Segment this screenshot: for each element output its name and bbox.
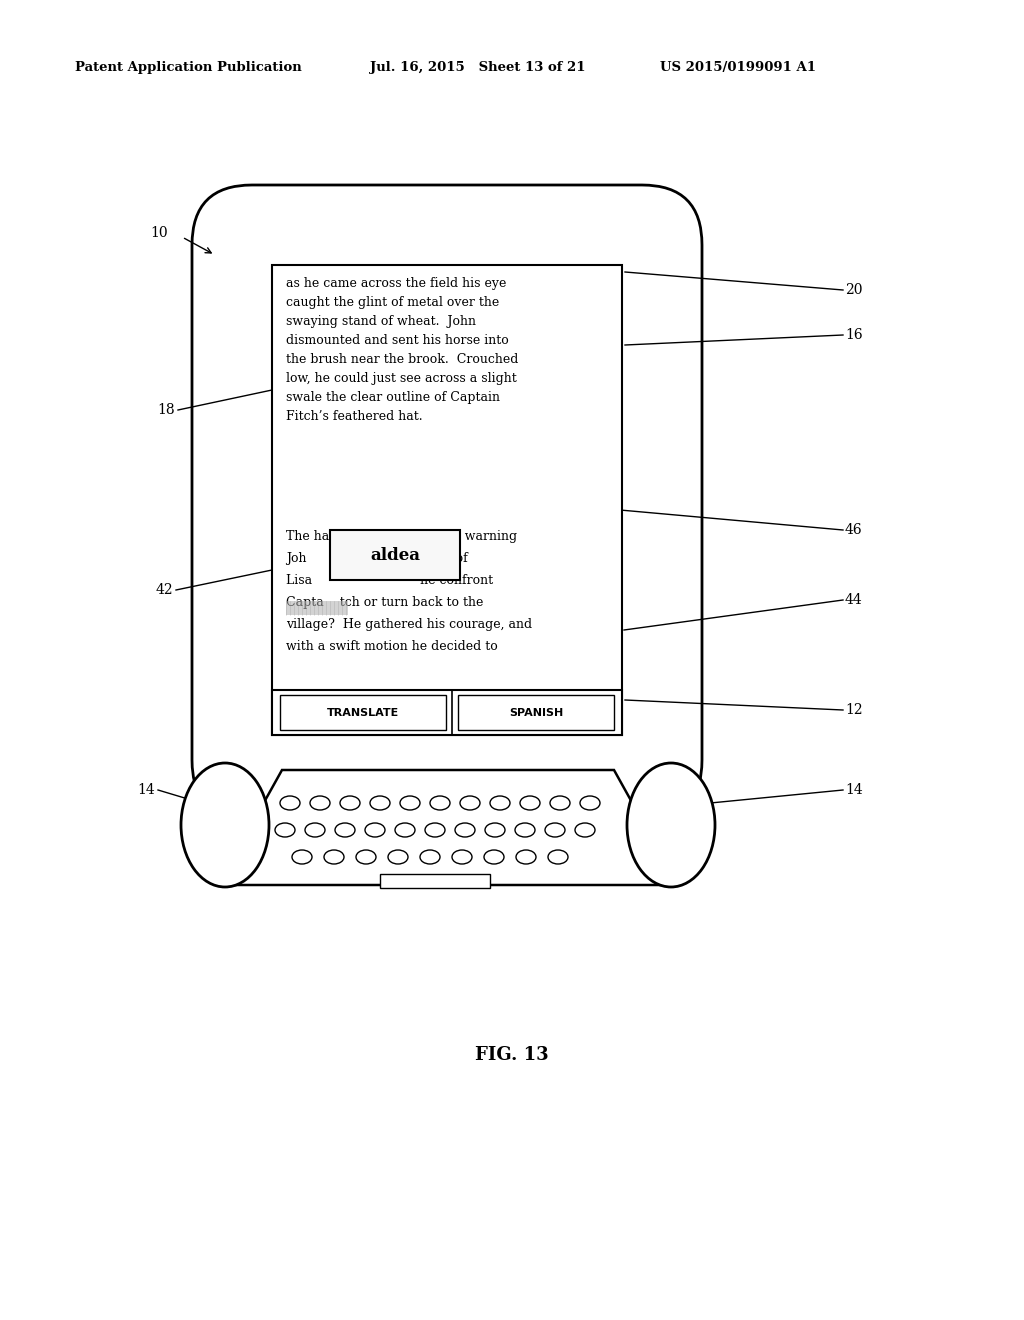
Ellipse shape bbox=[324, 850, 344, 865]
Text: 42: 42 bbox=[156, 583, 173, 597]
Ellipse shape bbox=[490, 796, 510, 810]
Ellipse shape bbox=[485, 822, 505, 837]
Ellipse shape bbox=[575, 822, 595, 837]
Ellipse shape bbox=[181, 763, 269, 887]
Ellipse shape bbox=[452, 850, 472, 865]
Ellipse shape bbox=[280, 796, 300, 810]
Text: village?  He gathered his courage, and: village? He gathered his courage, and bbox=[286, 618, 532, 631]
Text: 16: 16 bbox=[845, 327, 862, 342]
Text: US 2015/0199091 A1: US 2015/0199091 A1 bbox=[660, 62, 816, 74]
Text: Joh                               ght of: Joh ght of bbox=[286, 552, 468, 565]
Text: 46: 46 bbox=[845, 523, 862, 537]
Ellipse shape bbox=[310, 796, 330, 810]
Text: FIG. 13: FIG. 13 bbox=[475, 1045, 549, 1064]
Ellipse shape bbox=[420, 850, 440, 865]
Text: Jul. 16, 2015   Sheet 13 of 21: Jul. 16, 2015 Sheet 13 of 21 bbox=[370, 62, 586, 74]
Ellipse shape bbox=[520, 796, 540, 810]
Bar bbox=[272, 690, 622, 735]
Text: Capta    tch or turn back to the: Capta tch or turn back to the bbox=[286, 597, 483, 609]
Bar bbox=[458, 696, 614, 730]
Ellipse shape bbox=[550, 796, 570, 810]
Ellipse shape bbox=[548, 850, 568, 865]
Text: 44: 44 bbox=[845, 593, 863, 607]
Text: as he came across the field his eye
caught the glint of metal over the
swaying s: as he came across the field his eye caug… bbox=[286, 277, 518, 422]
Ellipse shape bbox=[335, 822, 355, 837]
Text: The hat stood like a beacon warning: The hat stood like a beacon warning bbox=[286, 531, 517, 543]
Ellipse shape bbox=[292, 850, 312, 865]
FancyBboxPatch shape bbox=[193, 185, 702, 820]
Ellipse shape bbox=[545, 822, 565, 837]
Text: with a swift motion he decided to: with a swift motion he decided to bbox=[286, 640, 498, 653]
Ellipse shape bbox=[515, 822, 535, 837]
Bar bbox=[272, 265, 622, 735]
Bar bbox=[380, 874, 490, 888]
Ellipse shape bbox=[400, 796, 420, 810]
Text: 18: 18 bbox=[158, 403, 175, 417]
Ellipse shape bbox=[388, 850, 408, 865]
Text: SPANISH: SPANISH bbox=[509, 708, 563, 718]
Text: Lisa                           he confront: Lisa he confront bbox=[286, 574, 494, 587]
Ellipse shape bbox=[455, 822, 475, 837]
Text: 14: 14 bbox=[137, 783, 155, 797]
Text: 10: 10 bbox=[151, 226, 168, 240]
Ellipse shape bbox=[460, 796, 480, 810]
Ellipse shape bbox=[395, 822, 415, 837]
Text: Patent Application Publication: Patent Application Publication bbox=[75, 62, 302, 74]
Ellipse shape bbox=[430, 796, 450, 810]
Bar bbox=[330, 531, 460, 579]
Ellipse shape bbox=[275, 822, 295, 837]
Text: 12: 12 bbox=[845, 704, 862, 717]
Ellipse shape bbox=[627, 763, 715, 887]
Ellipse shape bbox=[516, 850, 536, 865]
Ellipse shape bbox=[305, 822, 325, 837]
Bar bbox=[280, 696, 446, 730]
Bar bbox=[286, 601, 348, 615]
Ellipse shape bbox=[340, 796, 360, 810]
Text: 14: 14 bbox=[845, 783, 863, 797]
Text: 20: 20 bbox=[845, 282, 862, 297]
Ellipse shape bbox=[370, 796, 390, 810]
Ellipse shape bbox=[365, 822, 385, 837]
Text: TRANSLATE: TRANSLATE bbox=[327, 708, 399, 718]
Polygon shape bbox=[218, 770, 678, 884]
Ellipse shape bbox=[356, 850, 376, 865]
Ellipse shape bbox=[484, 850, 504, 865]
Ellipse shape bbox=[425, 822, 445, 837]
Text: aldea: aldea bbox=[370, 546, 420, 564]
Ellipse shape bbox=[580, 796, 600, 810]
